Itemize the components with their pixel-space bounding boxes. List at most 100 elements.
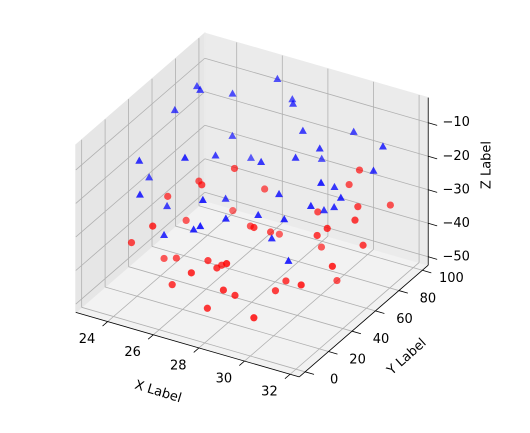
point <box>135 156 144 164</box>
point <box>222 260 231 268</box>
point <box>386 201 394 209</box>
point <box>313 231 321 240</box>
point <box>172 254 180 262</box>
point <box>135 190 144 198</box>
point <box>192 81 201 90</box>
point <box>267 234 276 242</box>
point <box>378 142 387 150</box>
point <box>149 222 157 230</box>
point <box>198 181 206 189</box>
x-tick-label: 32 <box>261 385 278 400</box>
y-tick-label: 60 <box>396 312 413 327</box>
point <box>275 189 284 198</box>
z-tick-label: −40 <box>442 216 469 231</box>
point <box>345 180 353 189</box>
grid-line <box>204 158 429 224</box>
point <box>211 151 220 159</box>
point <box>250 223 258 232</box>
grid-line <box>128 266 353 332</box>
point <box>168 281 176 289</box>
point <box>187 269 195 277</box>
point <box>228 131 237 139</box>
grid-line <box>153 222 283 336</box>
grid-line <box>204 124 429 191</box>
point <box>266 228 275 236</box>
point <box>196 221 205 230</box>
point <box>369 166 378 174</box>
y-tick <box>304 371 315 375</box>
point <box>298 126 307 134</box>
point <box>291 153 300 161</box>
point <box>257 157 266 165</box>
y-tick-label: 0 <box>330 373 338 388</box>
point <box>198 195 207 203</box>
z-tick <box>428 222 438 227</box>
grid-line <box>75 57 206 171</box>
x-tick-label: 26 <box>124 345 141 360</box>
point <box>180 153 189 161</box>
point <box>221 194 230 202</box>
point <box>330 182 339 191</box>
grid-line <box>75 191 206 305</box>
point <box>160 230 169 239</box>
point <box>328 262 336 270</box>
point <box>336 193 345 201</box>
point <box>306 201 315 210</box>
y-tick-label: 20 <box>349 352 366 367</box>
grid-line <box>75 91 206 204</box>
point <box>246 153 255 161</box>
grid-line <box>204 91 429 157</box>
grid-line <box>107 209 237 322</box>
point <box>289 99 298 107</box>
x-tick-label: 30 <box>216 371 233 386</box>
y-tick-label: 40 <box>373 332 390 347</box>
point <box>196 85 205 93</box>
point <box>315 144 324 152</box>
point <box>275 230 283 238</box>
z-tick-label: −20 <box>442 149 469 164</box>
point <box>182 216 190 225</box>
point <box>280 215 289 223</box>
point <box>231 291 239 299</box>
x-tick <box>193 347 200 353</box>
point <box>127 239 136 247</box>
x-tick-label: 24 <box>79 332 96 347</box>
point <box>317 243 326 251</box>
point <box>170 105 179 114</box>
point <box>317 178 326 186</box>
z-tick-label: −50 <box>442 249 469 264</box>
y-tick <box>422 269 432 274</box>
grid-line <box>289 262 420 375</box>
grid-line <box>204 57 429 124</box>
x-tick <box>284 373 291 380</box>
point <box>221 214 230 222</box>
z-axis-label: Z Label <box>480 141 495 189</box>
x-tick-label: 28 <box>170 358 187 373</box>
grid-line <box>175 225 400 291</box>
grid-line <box>244 249 374 362</box>
z-tick-label: −10 <box>442 115 469 130</box>
y-tick <box>351 330 362 335</box>
point <box>229 207 237 215</box>
point <box>273 74 282 82</box>
point <box>189 225 198 233</box>
grid-line <box>81 306 306 373</box>
point <box>359 241 367 249</box>
point <box>351 216 359 224</box>
point <box>163 201 172 210</box>
point <box>355 166 364 174</box>
y-tick <box>398 290 408 294</box>
point <box>261 185 269 193</box>
point <box>297 281 305 289</box>
point <box>204 257 212 265</box>
point <box>219 286 227 294</box>
grid-line <box>204 191 429 258</box>
y-tick-label: 80 <box>420 291 437 306</box>
z-tick <box>428 155 438 160</box>
x-tick <box>147 334 154 340</box>
point <box>254 210 263 219</box>
point <box>317 154 326 162</box>
grid-line <box>75 158 206 271</box>
